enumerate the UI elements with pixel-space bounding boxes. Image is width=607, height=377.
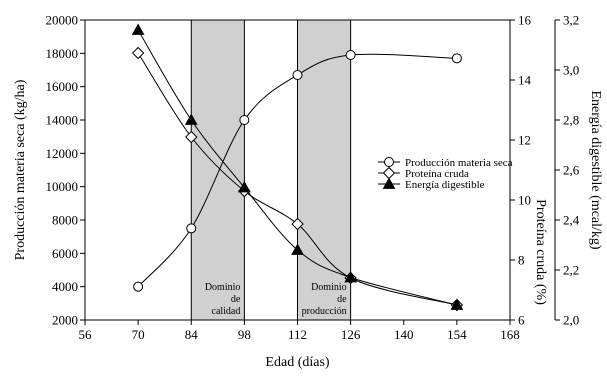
y-left-tick-label: 4000 [52,279,78,294]
data-point [451,53,462,64]
x-tick-label: 84 [185,327,199,342]
data-point [186,223,197,234]
y-right1-tick-label: 10 [518,193,531,208]
y-left-tick-label: 16000 [46,79,79,94]
x-axis-title: Edad (días) [265,355,329,370]
y-left-tick-label: 18000 [46,46,79,61]
y-right2-tick-label: 2,6 [563,163,580,178]
y-left-tick-label: 14000 [46,113,79,128]
data-point [131,23,145,35]
y-right2-tick-label: 2,4 [563,213,580,228]
y-left-tick-label: 6000 [52,246,78,261]
y-right1-tick-label: 12 [518,133,531,148]
y-right2-tick-label: 2,8 [563,113,579,128]
y-right2-tick-label: 3,2 [563,13,579,28]
band-label: Dominio de producción [302,282,348,317]
x-tick-label: 98 [238,327,251,342]
data-point [131,46,145,60]
series-line [137,29,458,306]
y-left-tick-label: 10000 [46,179,79,194]
series-group [131,23,464,312]
y-left-tick-label: 2000 [52,313,78,328]
x-tick-label: 154 [447,327,467,342]
x-tick-label: 140 [394,327,414,342]
series-line [137,52,457,306]
data-point [185,130,198,144]
y-right1-axis-ticks: 6 8 10 12 14 16 [510,13,532,328]
data-point [184,113,198,125]
data-point [291,243,304,255]
y-right2-tick-label: 2,0 [563,313,579,328]
y-left-axis-ticks: 2000 4000 6000 8000 10000 12000 14000 16000 1800… [46,13,85,328]
y-right2-axis-title: Energía digestible (mcal/kg) [588,90,603,249]
y-right1-tick-label: 8 [518,253,525,268]
y-right1-axis-title: Proteína cruda (%) [533,199,548,305]
x-tick-label: 70 [132,327,145,342]
band-label: Dominio de calidad [205,282,241,317]
y-right2-axis-ticks: 2,0 2,2 2,4 2,6 2,8 3,0 3,2 [554,13,580,328]
legend-label: Producción materia seca [405,157,513,169]
y-right2-tick-label: 2,2 [563,263,579,278]
legend-marker [382,166,396,180]
y-left-tick-label: 20000 [46,13,79,28]
legend-marker [382,177,396,189]
band-rect [190,19,245,321]
data-point [133,281,144,292]
shaded-bands: Dominio de calidad Dominio de producción [190,19,352,321]
y-left-axis-title: Producción materia seca (kg/ha) [13,79,28,260]
data-point [344,270,357,283]
legend-marker [384,157,394,167]
y-right1-tick-label: 16 [518,13,532,28]
y-right1-tick-label: 14 [518,73,532,88]
legend-label: Proteína cruda [405,168,469,180]
y-left-tick-label: 12000 [46,146,79,161]
x-tick-label: 168 [500,327,520,342]
x-tick-label: 112 [288,327,307,342]
data-point [238,180,251,193]
data-point [291,217,304,231]
data-point [292,70,303,80]
x-tick-label: 56 [79,327,93,342]
data-point [239,115,250,125]
x-axis-ticks: 56 70 84 98 112 126 140 154 168 [79,320,520,342]
y-left-tick-label: 8000 [52,213,78,228]
data-point [450,298,464,310]
y-right2-tick-label: 3,0 [563,63,579,78]
legend-label: Energía digestible [405,179,485,191]
y-right1-tick-label: 6 [518,313,525,328]
data-point [345,50,356,60]
x-tick-label: 126 [341,327,361,342]
